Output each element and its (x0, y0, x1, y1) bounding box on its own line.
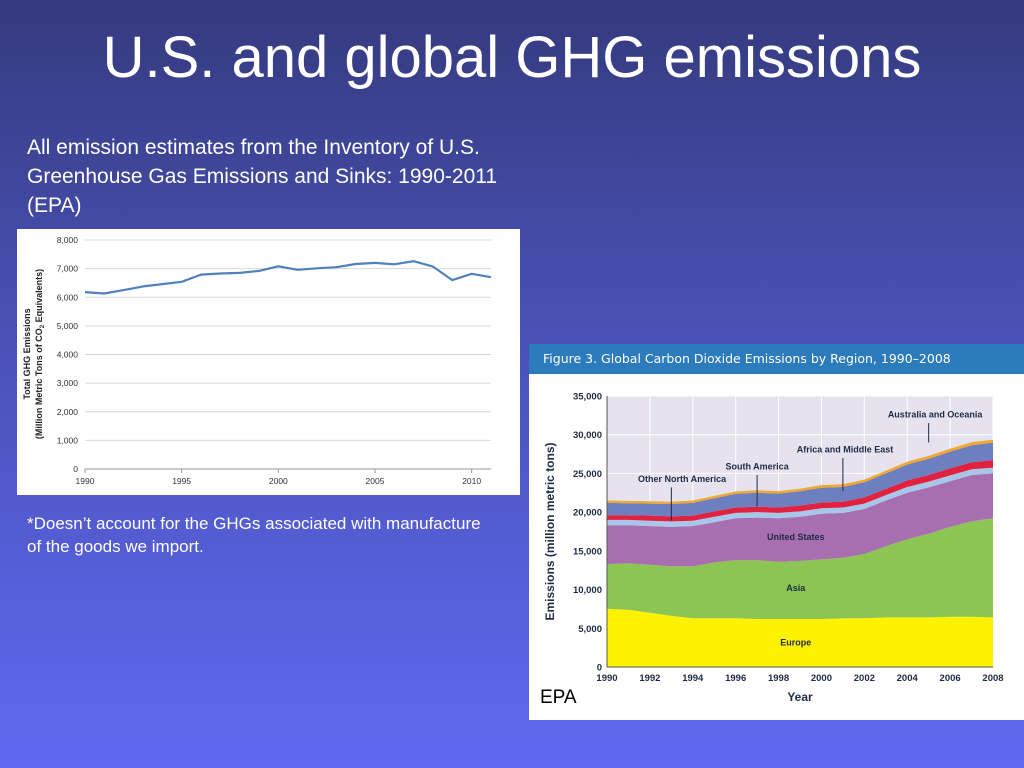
x-tick-label: 1998 (768, 673, 789, 684)
y-axis-label: Emissions (million metric tons) (543, 442, 557, 620)
y-tick-label: 8,000 (57, 235, 79, 245)
y-tick-label: 6,000 (57, 292, 79, 302)
x-tick-label: 2006 (940, 673, 961, 684)
intro-text: All emission estimates from the Inventor… (27, 136, 498, 217)
y-axis-label-group: Total GHG Emissions (Million Metric Tons … (22, 269, 46, 439)
y-tick-label: 0 (597, 663, 602, 674)
series-label-united-states: United States (767, 532, 825, 542)
x-tick-label: 1995 (172, 476, 191, 486)
x-tick-label: 1994 (682, 673, 704, 684)
area-united-states (607, 473, 993, 567)
global-co2-region-chart: Figure 3. Global Carbon Dioxide Emission… (529, 344, 1024, 720)
x-tick-label: 2000 (269, 476, 288, 486)
y-tick-label: 10,000 (573, 585, 602, 596)
y-axis-label-subscript: 2 (40, 324, 46, 328)
y-tick-label: 1,000 (57, 435, 79, 445)
x-tick-label: 1990 (76, 476, 95, 486)
x-tick-label: 2004 (897, 673, 919, 684)
x-tick-label: 1996 (725, 673, 746, 684)
area-asia (607, 518, 993, 619)
y-tick-label: 4,000 (57, 350, 79, 360)
series-label-other-north-america: Other North America (638, 474, 727, 484)
y-tick-label: 7,000 (57, 264, 79, 274)
x-tick-label: 2005 (366, 476, 385, 486)
y-tick-label: 5,000 (57, 321, 79, 331)
area-australia-and-oceania (607, 439, 993, 504)
x-tick-label: 1990 (596, 673, 617, 684)
x-tick-label: 1992 (639, 673, 660, 684)
y-tick-label: 35,000 (573, 392, 602, 403)
figure-title: Figure 3. Global Carbon Dioxide Emission… (529, 344, 1024, 374)
y-axis-label-line1: Total GHG Emissions (22, 308, 32, 399)
x-tick-label: 2008 (982, 673, 1003, 684)
us-ghg-line-chart-svg: 0 1,000 2,000 3,000 4,000 5,000 6,000 7,000 8,00… (22, 235, 492, 486)
series-label-europe: Europe (780, 637, 811, 647)
series-label-africa-and-middle-east: Africa and Middle East (797, 445, 894, 455)
area-south-america (607, 460, 993, 522)
y-tick-label: 30,000 (573, 430, 602, 441)
y-tick-label: 20,000 (573, 508, 602, 519)
x-tick-label: 2000 (811, 673, 832, 684)
series-label-australia-and-oceania: Australia and Oceania (888, 410, 984, 420)
series-label-south-america: South America (726, 462, 790, 472)
source-label: EPA (540, 687, 577, 708)
y-tick-label: 3,000 (57, 378, 79, 388)
y-axis-label-text: (Million Metric Tons of CO (34, 328, 44, 439)
slide-title: U.S. and global GHG emissions (102, 25, 922, 90)
y-axis-label-text-end: Equivalents) (34, 269, 44, 325)
x-tick-label: 2010 (462, 476, 481, 486)
y-axis-label-line2: (Million Metric Tons of CO2 Equivalents) (34, 269, 46, 439)
area-other-north-america (607, 442, 993, 517)
series-label-asia: Asia (786, 583, 806, 593)
x-axis-label: Year (787, 690, 813, 704)
us-ghg-line-chart: 0 1,000 2,000 3,000 4,000 5,000 6,000 7,000 8,00… (17, 229, 520, 495)
y-tick-label: 5,000 (578, 624, 602, 635)
global-co2-area-chart-svg: 0 5,000 10,000 15,000 20,000 25,000 30,000 35,0… (543, 392, 1004, 705)
y-tick-label: 2,000 (57, 407, 79, 417)
y-tick-label: 25,000 (573, 469, 602, 480)
us-ghg-series-line (84, 260, 492, 295)
area-other-region (607, 467, 993, 527)
x-tick-label: 2002 (854, 673, 875, 684)
footnote: *Doesn’t account for the GHGs associated… (27, 514, 481, 556)
y-tick-label: 15,000 (573, 546, 602, 557)
area-europe (607, 608, 993, 667)
y-tick-label: 0 (73, 464, 78, 474)
